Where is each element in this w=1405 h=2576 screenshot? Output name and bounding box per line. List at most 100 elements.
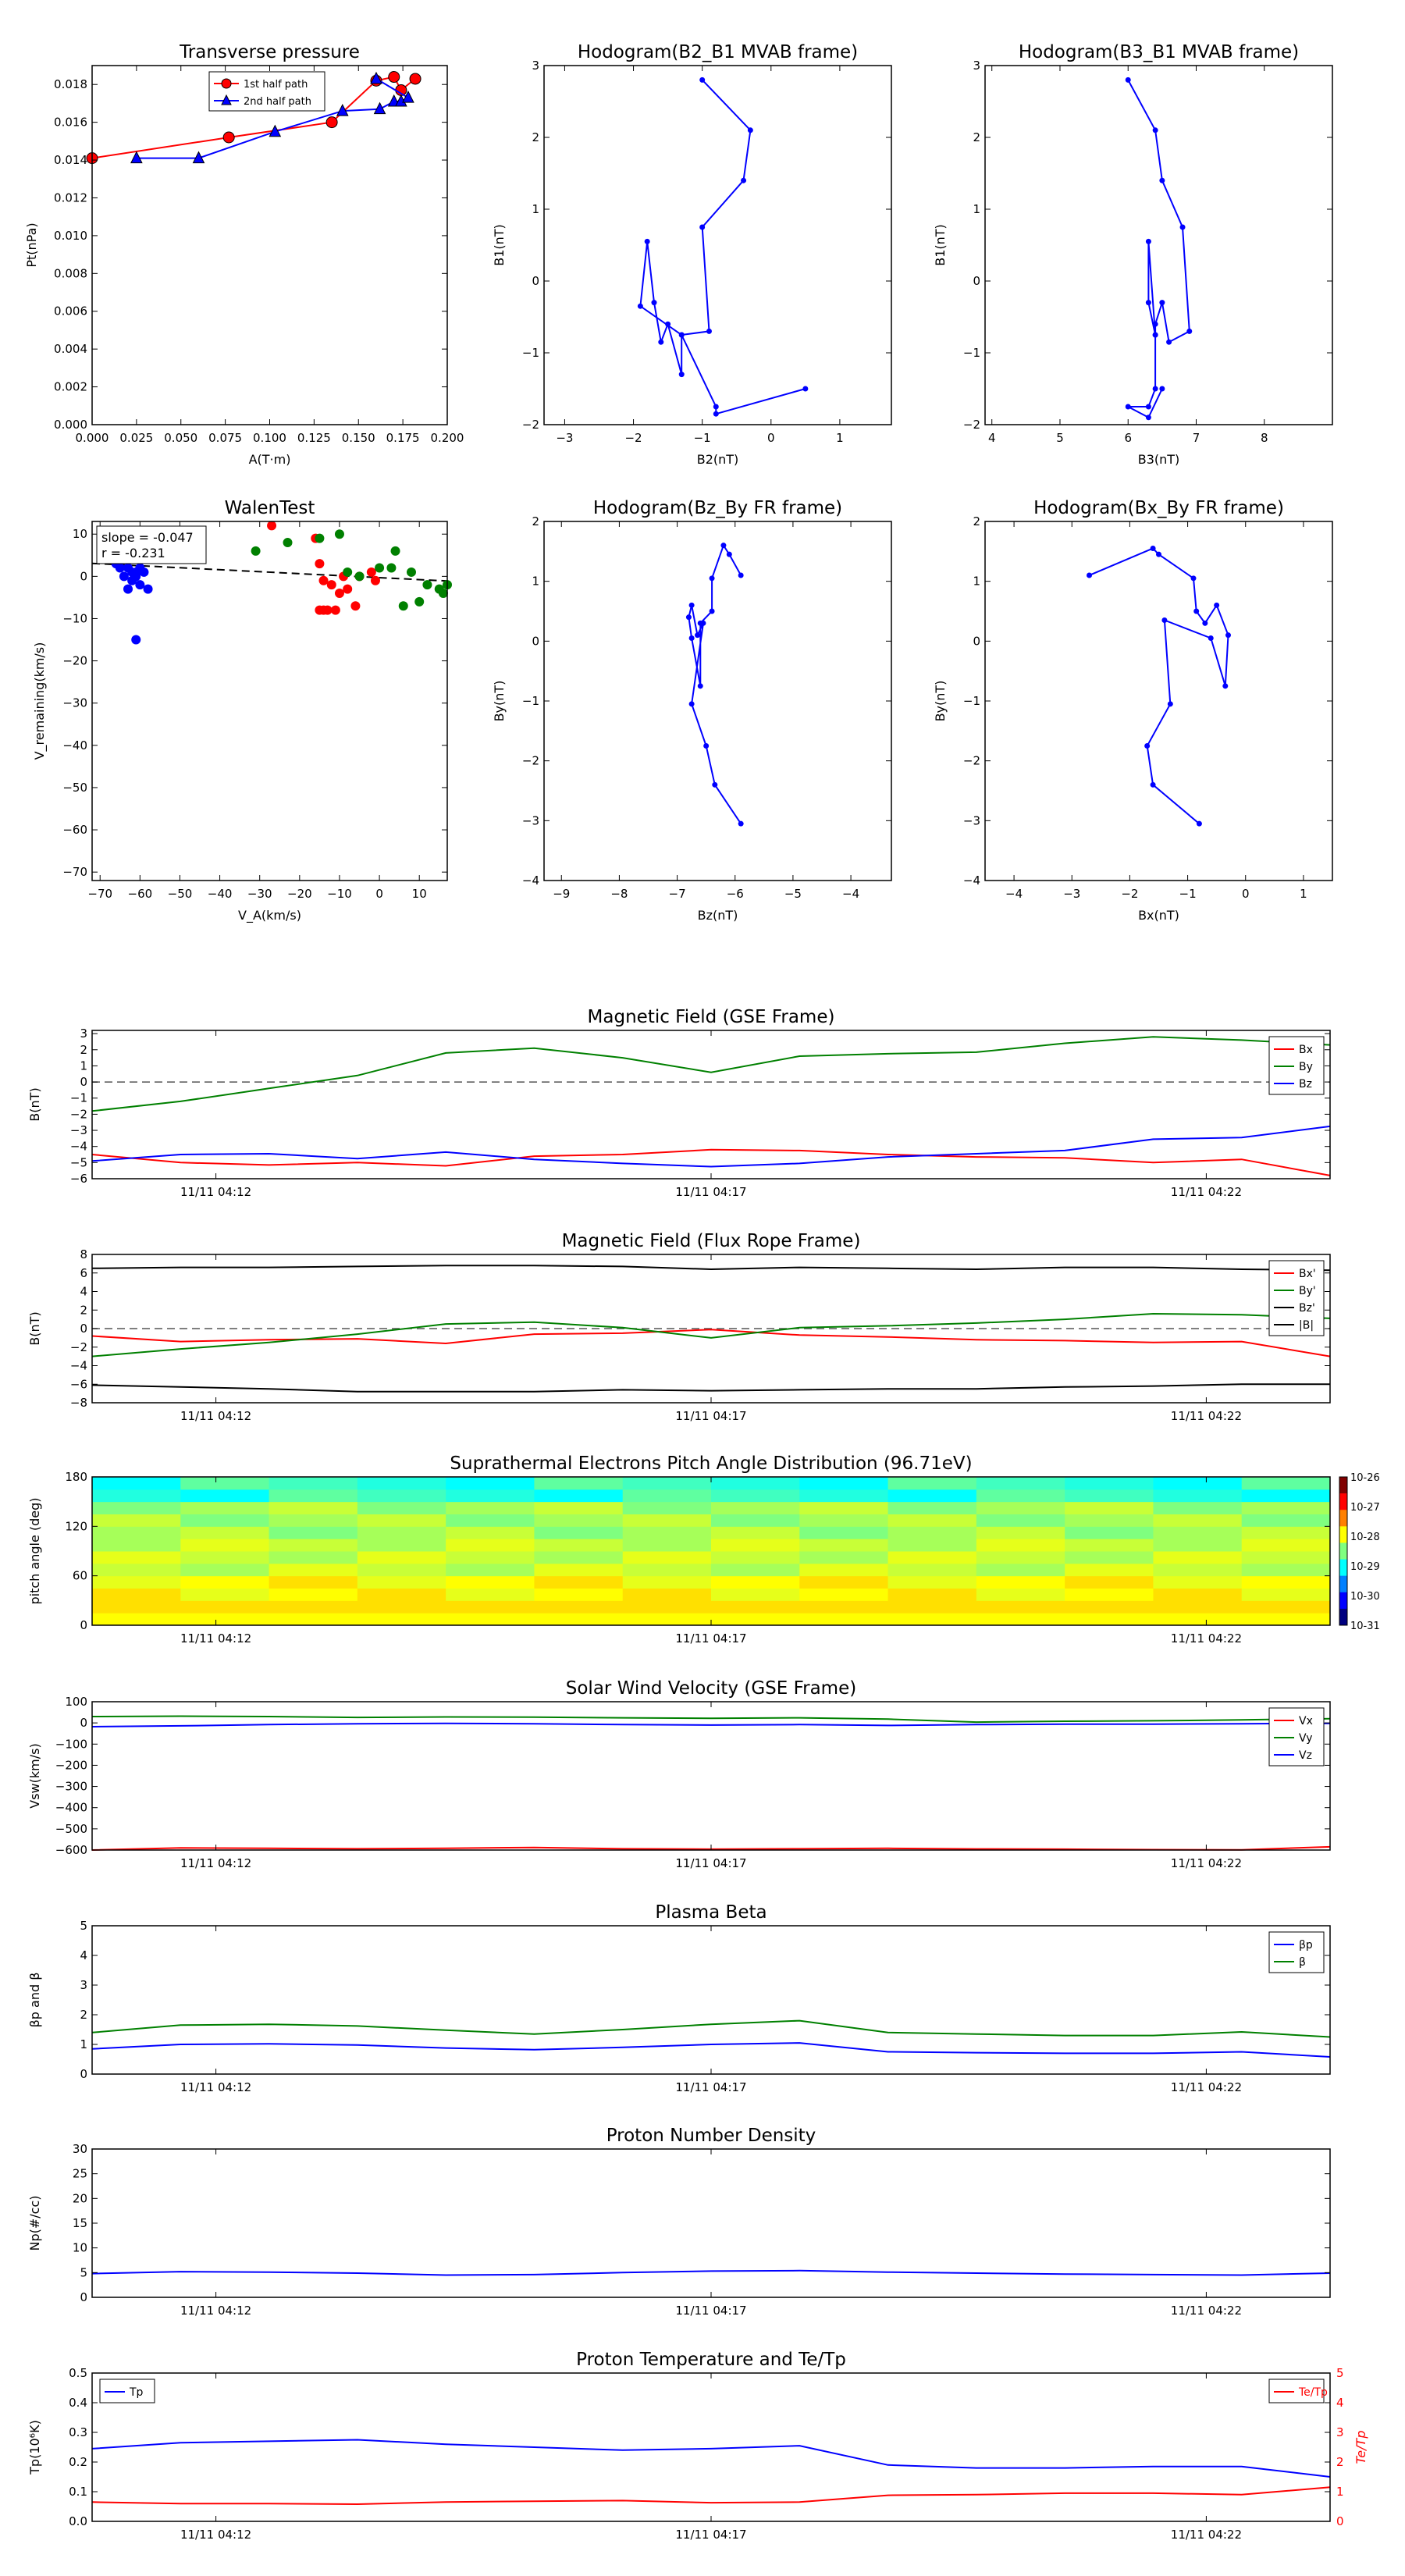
y-tick-label: 0.012: [54, 190, 87, 205]
heatmap-cell: [711, 1563, 800, 1577]
y-axis-label: B(nT): [27, 1087, 42, 1121]
heatmap-cell: [1153, 1600, 1243, 1614]
series-line-Vy: [91, 1715, 1331, 1724]
heatmap-cell: [799, 1526, 889, 1539]
legend-marker: [221, 94, 232, 105]
data-point: [699, 224, 706, 230]
data-point: [709, 575, 715, 582]
heatmap-cell: [357, 1600, 446, 1614]
x-tick-label: 5: [1056, 431, 1064, 445]
heatmap-cell: [887, 1539, 977, 1552]
y-tick-label: −10: [62, 611, 87, 625]
heatmap-cell: [1241, 1600, 1331, 1614]
data-point: [726, 551, 732, 557]
data-point: [222, 131, 235, 144]
data-point: [644, 238, 650, 244]
data-point: [343, 584, 353, 594]
y-tick-label: 2: [973, 130, 980, 144]
data-point: [1167, 701, 1173, 707]
heatmap-cell: [1241, 1563, 1331, 1577]
x-tick-label: −1: [1179, 887, 1197, 901]
data-point: [688, 602, 695, 608]
heatmap-cell: [976, 1563, 1065, 1577]
heatmap-cell: [711, 1539, 800, 1552]
y-axis-label: pitch angle (deg): [27, 1497, 42, 1604]
legend: Tp: [99, 2379, 155, 2403]
heatmap-cell: [799, 1563, 889, 1577]
heatmap-cell: [1241, 1526, 1331, 1539]
heatmap-cell: [1065, 1526, 1154, 1539]
heatmap-cell: [92, 1539, 181, 1552]
heatmap-cell: [446, 1575, 535, 1589]
y-tick-label: 0.2: [69, 2455, 87, 2469]
heatmap-cell: [1241, 1477, 1331, 1490]
x-tick-label: −20: [287, 887, 312, 901]
heatmap-cell: [1153, 1539, 1243, 1552]
legend-entry: Bz': [1299, 1302, 1315, 1315]
data-point: [283, 538, 293, 548]
heatmap-cell: [622, 1539, 712, 1552]
x-tick-label: 0.050: [164, 431, 197, 445]
data-point: [1166, 339, 1172, 345]
heatmap-cell: [357, 1563, 446, 1577]
y-tick-label: 6: [80, 1266, 87, 1280]
heatmap-cell: [799, 1477, 889, 1490]
y-tick-label: 10: [73, 2241, 87, 2255]
legend-entry: Bz: [1299, 1078, 1312, 1091]
colorbar: 10-26 10-27 10-28 10-29 10-30 10-31: [1339, 1472, 1380, 1632]
heatmap-cell: [976, 1575, 1065, 1589]
heatmap-cell: [446, 1539, 535, 1552]
data-point: [695, 632, 701, 639]
heatmap-cell: [887, 1477, 977, 1490]
heatmap-cell: [711, 1514, 800, 1527]
y-tick-label: 0.0: [69, 2514, 87, 2528]
heatmap-cell: [534, 1526, 624, 1539]
heatmap-cell: [357, 1477, 446, 1490]
data-point: [366, 567, 376, 577]
legend-entry: Bx: [1299, 1044, 1313, 1056]
time-tick-label: 11/11 04:22: [1171, 1185, 1242, 1199]
colorbar-tick-label: 10-30: [1350, 1591, 1380, 1603]
chart-h2: Hodogram(B3_B1 MVAB frame) B3(nT) B1(nT) 4 5…: [933, 42, 1333, 467]
data-point: [1156, 551, 1161, 557]
x-tick-label: 0.125: [297, 431, 331, 445]
data-point: [192, 151, 205, 164]
data-point: [251, 546, 261, 556]
data-point: [325, 116, 338, 129]
y-tick-label: 0: [80, 1618, 87, 1632]
heatmap-cell: [92, 1613, 181, 1626]
y-tick-label: −100: [55, 1737, 87, 1751]
y-axis-label: Pt(nPa): [24, 222, 39, 267]
time-tick-label: 11/11 04:17: [675, 1631, 746, 1646]
heatmap-cell: [92, 1588, 181, 1601]
time-tick-label: 11/11 04:12: [180, 1185, 251, 1199]
y-axis-label: Np(#/cc): [27, 2196, 42, 2251]
data-point: [406, 567, 416, 577]
heatmap-cell: [1153, 1563, 1243, 1577]
data-point: [738, 820, 744, 827]
y-tick-label: 0.016: [54, 116, 87, 130]
series-line-β: [91, 2019, 1331, 2038]
legend: Vx Vy Vz: [1268, 1707, 1325, 1767]
data-point: [131, 635, 141, 645]
chart-title: Proton Temperature and Te/Tp: [576, 2350, 846, 2370]
colorbar-segment: [1339, 1608, 1347, 1626]
data-point: [422, 580, 432, 590]
colorbar-segment: [1339, 1477, 1347, 1494]
walen-frame: [91, 521, 448, 881]
heatmap-cell: [711, 1551, 800, 1564]
legend-entry: Vx: [1299, 1715, 1313, 1727]
chart-title: Hodogram(Bz_By FR frame): [593, 498, 842, 518]
data-point: [330, 605, 340, 615]
x-tick-label: 0.000: [76, 431, 109, 445]
heatmap-cell: [446, 1551, 535, 1564]
legend-entry: |B|: [1299, 1319, 1314, 1332]
time-tick-label: 11/11 04:22: [1171, 2528, 1242, 2542]
data-point: [1152, 127, 1158, 133]
data-point: [637, 303, 643, 309]
heatmap-cell: [357, 1575, 446, 1589]
heatmap-cell: [887, 1575, 977, 1589]
x-tick-label: 8: [1261, 431, 1268, 445]
data-point: [334, 589, 344, 598]
chart-h1: Hodogram(B2_B1 MVAB frame) B2(nT) B1(nT) −3…: [492, 42, 892, 467]
